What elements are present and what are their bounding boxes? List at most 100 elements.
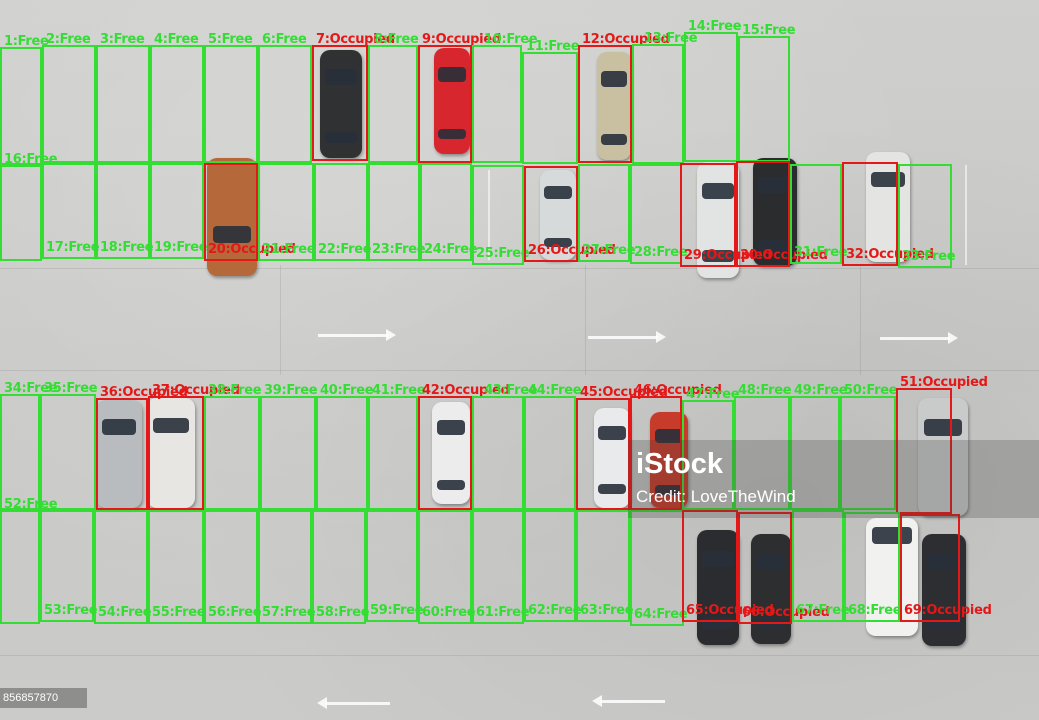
slot-label: 40:Free — [320, 383, 374, 398]
parking-slot[interactable]: 23:Free — [368, 163, 426, 261]
parking-slot[interactable]: 69:Occupied — [900, 514, 992, 622]
parking-slot[interactable]: 47:Free — [682, 387, 740, 510]
parking-slot[interactable]: 36:Occupied — [96, 385, 188, 510]
lane-arrow-right — [880, 332, 958, 344]
parking-slot[interactable]: 20:Occupied — [204, 163, 296, 261]
parking-slot[interactable]: 38:Free — [204, 383, 262, 510]
parking-slot[interactable]: 68:Free — [844, 512, 902, 622]
parking-slot[interactable]: 51:Occupied — [896, 375, 988, 514]
parking-slot[interactable]: 62:Free — [524, 510, 582, 622]
parking-slot[interactable]: 2:Free — [42, 32, 96, 163]
parking-slot[interactable]: 18:Free — [96, 163, 154, 259]
slot-label: 47:Free — [686, 387, 740, 402]
parking-slot[interactable]: 53:Free — [40, 510, 98, 622]
lane-arrow-right — [318, 329, 396, 341]
lane-arrow-left — [317, 697, 390, 709]
parking-slot[interactable]: 7:Occupied — [312, 32, 395, 161]
parking-slot[interactable]: 16:Free — [0, 152, 58, 261]
parking-slot[interactable]: 55:Free — [148, 510, 206, 624]
car-black-sedan — [697, 530, 739, 645]
slot-label: 3:Free — [100, 32, 145, 47]
parking-slot[interactable]: 52:Free — [0, 497, 58, 624]
parking-slot[interactable]: 25:Free — [472, 165, 530, 265]
pavement-seam — [860, 265, 861, 375]
parking-slot[interactable]: 5:Free — [204, 32, 258, 163]
slot-label: 68:Free — [848, 603, 902, 618]
car-dark-sedan — [320, 50, 362, 158]
parking-slot[interactable]: 60:Free — [418, 510, 476, 624]
parking-slot[interactable]: 31:Free — [790, 164, 848, 264]
parking-slot[interactable]: 59:Free — [366, 510, 424, 622]
parking-slot[interactable]: 21:Free — [258, 163, 316, 261]
parking-slot[interactable]: 63:Free — [576, 510, 634, 622]
parking-slot[interactable]: 17:Free — [42, 163, 100, 259]
parking-slot[interactable]: 13:Free — [632, 31, 698, 164]
parking-slot[interactable]: 35:Free — [40, 381, 98, 510]
parking-slot[interactable]: 67:Free — [792, 510, 850, 622]
parking-slot[interactable]: 15:Free — [738, 23, 796, 162]
parking-slot[interactable]: 50:Free — [840, 383, 898, 510]
parking-slot[interactable]: 65:Occupied — [682, 510, 774, 622]
slot-label: 63:Free — [580, 603, 634, 618]
car-white-sedan — [594, 408, 630, 508]
parking-slot[interactable]: 43:Free — [472, 383, 538, 510]
parking-slot[interactable]: 26:Occupied — [524, 166, 616, 262]
parking-slot[interactable]: 8:Free — [368, 32, 419, 163]
parking-slot[interactable]: 27:Free — [578, 164, 636, 262]
parking-slot[interactable]: 48:Free — [734, 383, 792, 510]
parking-slot[interactable]: 14:Free — [684, 19, 742, 162]
slot-label: 21:Free — [262, 242, 316, 257]
parking-slot[interactable]: 9:Occupied — [418, 32, 501, 163]
slot-label: 4:Free — [154, 32, 199, 47]
slot-label: 7:Occupied — [316, 32, 395, 47]
parking-slot[interactable]: 24:Free — [420, 163, 478, 261]
parking-slot[interactable]: 42:Occupied — [418, 383, 510, 510]
parking-slot[interactable]: 44:Free — [524, 383, 582, 510]
parking-slot[interactable]: 41:Free — [368, 383, 426, 510]
stall-line — [488, 170, 490, 260]
slot-label: 52:Free — [4, 497, 58, 512]
slot-label: 31:Free — [794, 245, 848, 260]
parking-slot[interactable]: 58:Free — [312, 510, 370, 624]
parking-slot[interactable]: 49:Free — [790, 383, 848, 510]
parking-slot[interactable]: 39:Free — [260, 383, 318, 510]
parking-slot[interactable]: 37:Occupied — [148, 383, 240, 510]
parking-slot[interactable]: 56:Free — [204, 510, 262, 624]
parking-slot[interactable]: 29:Occupied — [680, 163, 772, 267]
slot-label: 9:Occupied — [422, 32, 501, 47]
slot-label: 22:Free — [318, 242, 372, 257]
slot-label: 62:Free — [528, 603, 582, 618]
slot-label: 43:Free — [484, 383, 538, 398]
parking-slot[interactable]: 3:Free — [96, 32, 150, 163]
parking-slot[interactable]: 30:Occupied — [736, 161, 828, 267]
slot-label: 5:Free — [208, 32, 253, 47]
parking-slot[interactable]: 54:Free — [94, 510, 152, 624]
parking-slot[interactable]: 57:Free — [258, 510, 316, 624]
parking-slot[interactable]: 19:Free — [150, 163, 208, 259]
parking-slot[interactable]: 64:Free — [630, 510, 688, 626]
parking-slot[interactable]: 11:Free — [522, 39, 580, 164]
pavement-seam — [585, 265, 586, 375]
parking-slot[interactable]: 66:Occupied — [738, 512, 830, 624]
slot-label: 60:Free — [422, 605, 476, 620]
parking-slot[interactable]: 28:Free — [630, 164, 688, 264]
parking-slot[interactable]: 34:Free — [0, 381, 58, 510]
slot-label: 17:Free — [46, 240, 100, 255]
slot-label: 18:Free — [100, 240, 154, 255]
parking-slot[interactable]: 1:Free — [0, 34, 49, 165]
parking-slot[interactable]: 61:Free — [472, 510, 530, 624]
parking-slot[interactable]: 6:Free — [258, 32, 312, 163]
slot-label: 49:Free — [794, 383, 848, 398]
slot-label: 53:Free — [44, 603, 98, 618]
parking-slot[interactable]: 46:Occupied — [630, 383, 722, 510]
slot-label: 24:Free — [424, 242, 478, 257]
parking-slot[interactable]: 22:Free — [314, 163, 372, 261]
slot-label: 67:Free — [796, 603, 850, 618]
parking-slot[interactable]: 12:Occupied — [578, 32, 670, 163]
parking-slot[interactable]: 33:Free — [898, 164, 956, 268]
parking-slot[interactable]: 40:Free — [316, 383, 374, 510]
parking-slot[interactable]: 4:Free — [150, 32, 204, 163]
parking-slot[interactable]: 45:Occupied — [576, 385, 668, 510]
parking-slot[interactable]: 32:Occupied — [842, 162, 934, 266]
parking-slot[interactable]: 10:Free — [472, 32, 538, 163]
